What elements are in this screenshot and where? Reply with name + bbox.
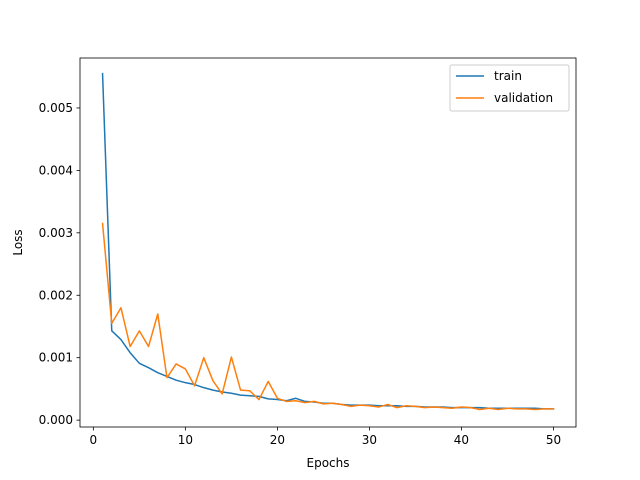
y-axis-label: Loss bbox=[11, 229, 25, 255]
x-axis-label: Epochs bbox=[307, 456, 350, 470]
x-tick-label-40: 40 bbox=[454, 433, 469, 447]
y-tick-label-4: 0.004 bbox=[39, 163, 73, 177]
x-tick-label-20: 20 bbox=[270, 433, 285, 447]
y-tick-label-3: 0.003 bbox=[39, 226, 73, 240]
y-tick-label-1: 0.001 bbox=[39, 351, 73, 365]
y-axis-ticks: 0.000 0.001 0.002 0.003 0.004 0.005 bbox=[39, 101, 80, 427]
plot-frame bbox=[79, 57, 577, 428]
x-tick-label-0: 0 bbox=[90, 433, 98, 447]
series-line-validation bbox=[101, 222, 555, 411]
x-axis-ticks: 0 10 20 30 40 50 bbox=[90, 427, 561, 447]
legend: train validation bbox=[449, 64, 570, 112]
legend-label-validation: validation bbox=[494, 91, 553, 105]
x-tick-label-30: 30 bbox=[362, 433, 377, 447]
plot-lines bbox=[101, 72, 555, 411]
y-tick-label-5: 0.005 bbox=[39, 101, 73, 115]
legend-label-train: train bbox=[494, 69, 522, 83]
y-tick-label-0: 0.000 bbox=[39, 413, 73, 427]
x-tick-label-10: 10 bbox=[178, 433, 193, 447]
y-tick-label-2: 0.002 bbox=[39, 288, 73, 302]
x-tick-label-50: 50 bbox=[546, 433, 561, 447]
